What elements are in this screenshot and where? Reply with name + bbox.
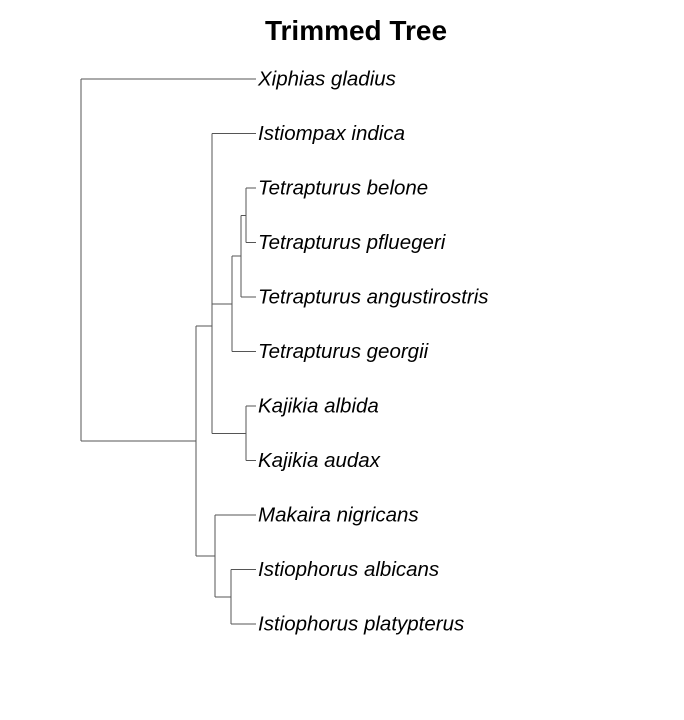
tip-label-kajikia-audax: Kajikia audax [258,449,381,472]
tip-label-xiphias-gladius: Xiphias gladius [257,68,396,91]
tip-label-tetrapturus-pfluegeri: Tetrapturus pfluegeri [258,231,447,254]
tip-label-tetrapturus-georgii: Tetrapturus georgii [258,340,430,363]
tip-labels: Tetrapturus belone Tetrapturus pfluegeri T… [257,68,489,636]
tip-label-tetrapturus-belone: Tetrapturus belone [258,177,428,200]
tree-title: Trimmed Tree [265,15,447,46]
tip-label-kajikia-albida: Kajikia albida [258,395,379,418]
tree-branches [80,78,256,625]
tip-label-istiompax-indica: Istiompax indica [258,122,405,145]
tip-label-istiophorus-platypterus: Istiophorus platypterus [258,613,464,636]
tip-label-istiophorus-albicans: Istiophorus albicans [258,558,439,581]
tip-label-makaira-nigricans: Makaira nigricans [258,504,419,527]
tip-label-tetrapturus-angustirostris: Tetrapturus angustirostris [258,286,489,309]
